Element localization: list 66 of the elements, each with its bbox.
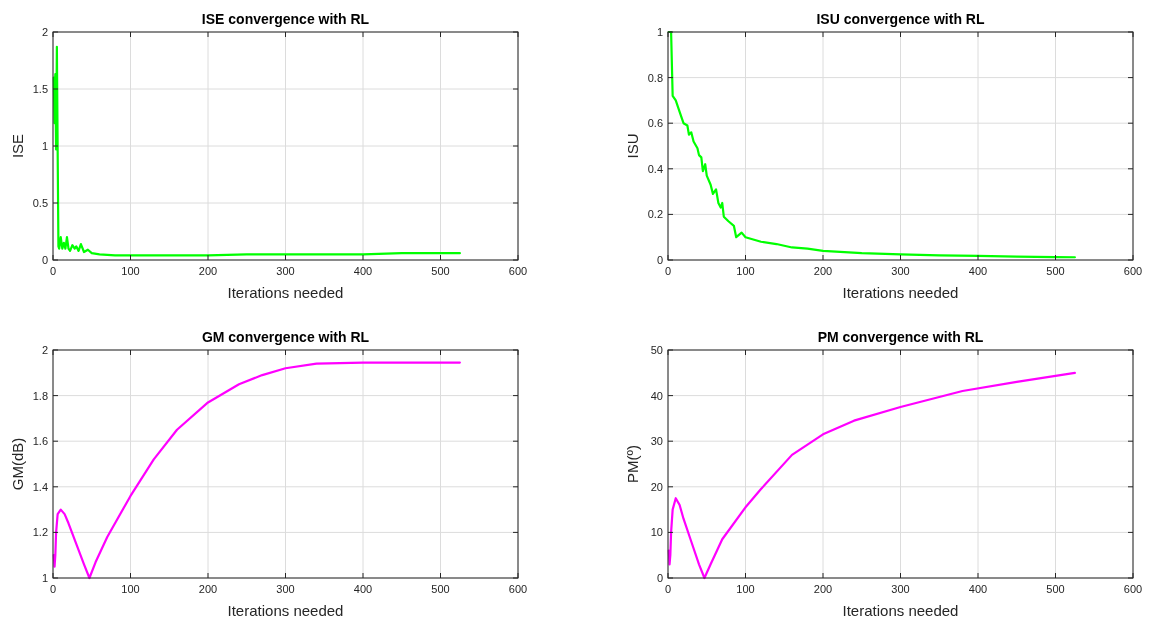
y-tick-label: 0.5 (32, 197, 48, 209)
x-axis-title: Iterations needed (227, 284, 344, 301)
y-tick-label: 1 (656, 26, 663, 38)
y-axis-title: GM(dB) (9, 437, 26, 491)
x-tick-label: 200 (813, 265, 833, 277)
x-tick-label: 600 (1123, 583, 1143, 595)
x-axis-title: Iterations needed (842, 284, 959, 301)
x-tick-label: 200 (813, 583, 833, 595)
y-tick-label: 1.2 (32, 526, 48, 539)
y-tick-label: 1 (41, 572, 48, 584)
y-tick-label: 30 (650, 435, 663, 448)
x-tick-label: 0 (664, 583, 672, 595)
x-axis-title: Iterations needed (227, 602, 344, 619)
x-tick-label: 200 (198, 583, 218, 595)
y-tick-label: 0 (656, 572, 663, 584)
y-tick-label: 50 (650, 344, 663, 356)
y-tick-label: 2 (41, 344, 48, 356)
x-tick-label: 100 (121, 265, 140, 277)
y-tick-label: 10 (650, 526, 663, 539)
line-series (667, 371, 1076, 580)
x-tick-label: 300 (891, 265, 910, 277)
y-tick-label: 1.5 (32, 83, 48, 95)
chart-title: GM convergence with RL (201, 329, 370, 345)
x-tick-label: 400 (353, 583, 373, 595)
y-tick-label: 0.2 (647, 208, 663, 221)
y-tick-label: 1.8 (32, 389, 48, 402)
x-tick-label: 500 (431, 265, 450, 277)
x-tick-label: 600 (1123, 265, 1143, 277)
x-tick-label: 600 (508, 265, 528, 277)
x-tick-label: 400 (968, 583, 988, 595)
x-tick-label: 400 (353, 265, 373, 277)
x-tick-label: 0 (49, 583, 57, 595)
line-series (52, 361, 461, 580)
x-tick-label: 100 (736, 583, 755, 595)
x-axis-title: Iterations needed (842, 602, 959, 619)
chart-title: ISU convergence with RL (816, 11, 985, 27)
y-tick-label: 1.6 (32, 435, 48, 448)
y-tick-label: 0 (656, 254, 663, 266)
y-tick-label: 2 (41, 26, 48, 38)
y-axis-title: PM(º) (624, 445, 641, 483)
x-tick-label: 200 (198, 265, 218, 277)
x-tick-label: 0 (664, 265, 672, 277)
line-series (52, 45, 461, 257)
y-tick-label: 1.4 (32, 480, 48, 493)
y-axis-title: ISU (624, 133, 641, 159)
chart-title: ISE convergence with RL (201, 11, 370, 27)
y-tick-label: 40 (650, 389, 663, 402)
x-tick-label: 400 (968, 265, 988, 277)
chart-title: PM convergence with RL (817, 329, 984, 345)
x-tick-label: 300 (891, 583, 910, 595)
y-tick-label: 0.4 (647, 162, 663, 175)
y-tick-label: 20 (650, 480, 663, 493)
x-tick-label: 300 (276, 583, 295, 595)
y-tick-label: 1 (41, 140, 48, 152)
y-axis-title: ISE (9, 133, 26, 159)
y-tick-label: 0.6 (647, 117, 663, 130)
x-tick-label: 500 (431, 583, 450, 595)
x-tick-label: 600 (508, 583, 528, 595)
x-tick-label: 300 (276, 265, 295, 277)
x-tick-label: 100 (736, 265, 755, 277)
x-tick-label: 100 (121, 583, 140, 595)
x-tick-label: 500 (1046, 265, 1065, 277)
x-tick-label: 500 (1046, 583, 1065, 595)
y-tick-label: 0.8 (647, 71, 663, 84)
y-tick-label: 0 (41, 254, 48, 266)
x-tick-label: 0 (49, 265, 57, 277)
